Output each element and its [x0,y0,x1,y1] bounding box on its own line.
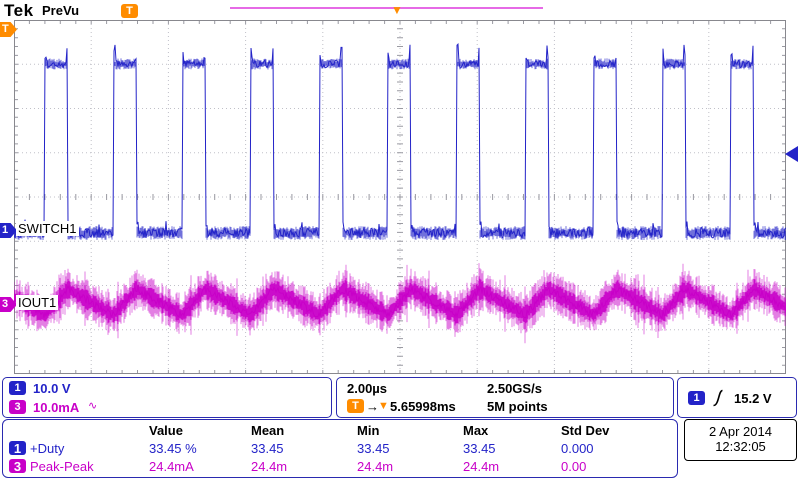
ch3-position-marker: 3 [0,297,17,312]
trigger-box: 1 15.2 V [677,377,797,418]
measurement-row1-stddev: 0.000 [561,441,594,456]
acquisition-mode-label: PreVu [42,3,80,18]
measurements-table: Value Mean Min Max Std Dev 1 +Duty 33.45… [2,419,678,478]
timebase-value: 2.00µs [347,381,388,396]
trigger-delay-badge: T [347,399,364,413]
measurement-row2-stddev: 0.00 [561,459,587,474]
trigger-source-badge: 1 [688,391,705,405]
trigger-t-marker: T [0,22,17,37]
col-header-value: Value [149,423,183,438]
trigger-position-marker-icon: ▼ [391,3,403,17]
date-value: 2 Apr 2014 [709,424,772,439]
col-header-mean: Mean [251,423,285,438]
measurement-row2-badge: 3 [9,459,26,474]
ch1-badge: 1 [9,381,26,395]
trigger-flag-icon: T [121,4,138,18]
trigger-delay-value: 5.65998ms [390,399,456,414]
datetime-box: 2 Apr 2014 12:32:05 [684,419,797,461]
delay-marker-icon: ▼ [378,400,389,412]
time-value: 12:32:05 [715,439,766,454]
measurement-row1-value: 33.45 % [149,441,197,456]
ch1-position-marker: 1 [0,223,17,238]
waveform-display [14,20,786,374]
measurement-row2-mean: 24.4m [251,459,288,474]
ch1-trace-label: SWITCH1 [16,221,79,236]
tek-logo: Tek [4,1,34,20]
timebase-box: 2.00µs 2.50GS/s T → ▼ 5.65998ms 5M point… [336,377,674,418]
record-length: 5M points [487,399,548,414]
ch3-badge: 3 [9,400,26,414]
measurement-row2-max: 24.4m [463,459,500,474]
ac-coupling-icon: ∿ [88,399,98,412]
record-view-line [230,7,543,9]
measurement-row2-min: 24.4m [357,459,394,474]
col-header-stddev: Std Dev [561,423,610,438]
measurement-row1-max: 33.45 [463,441,496,456]
channel-scale-box: 1 10.0 V 3 10.0mA ∿ [2,377,332,418]
col-header-max: Max [463,423,489,438]
col-header-min: Min [357,423,380,438]
measurement-row1-name: +Duty [30,441,65,456]
ch1-scale: 10.0 V [33,381,71,396]
measurement-row2-value: 24.4mA [149,459,194,474]
measurement-row1-mean: 33.45 [251,441,284,456]
trigger-level-value: 15.2 V [734,391,772,406]
sample-rate: 2.50GS/s [487,381,542,396]
trigger-level-arrow-icon [785,146,798,162]
ch3-trace-label: IOUT1 [16,295,59,310]
measurement-row1-badge: 1 [9,441,26,456]
ch3-scale: 10.0mA [33,400,80,415]
delay-arrow-icon: → [366,399,379,414]
measurement-row2-name: Peak-Peak [30,459,94,474]
edge-trigger-icon [713,389,723,407]
measurement-row1-min: 33.45 [357,441,390,456]
